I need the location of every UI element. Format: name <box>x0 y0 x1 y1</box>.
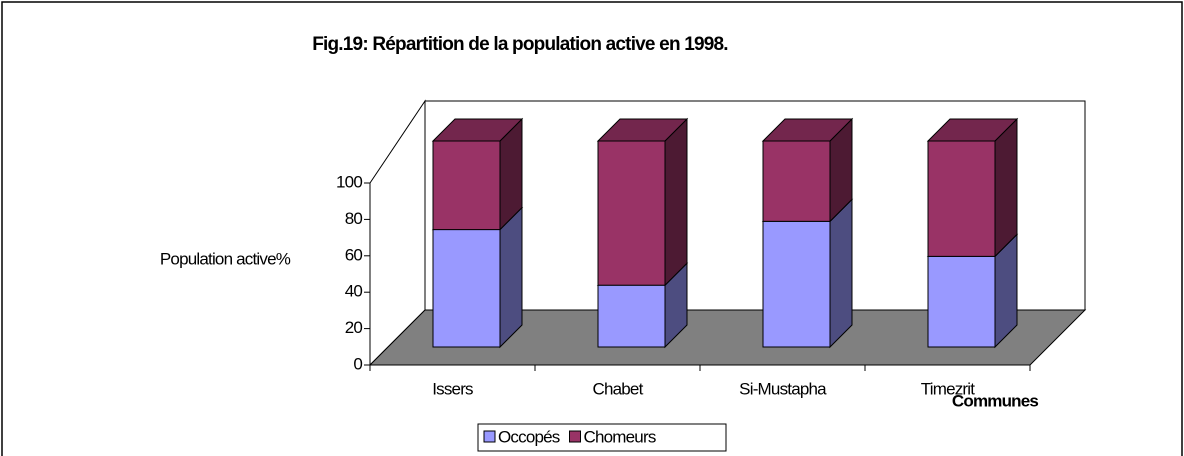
y-tick-label: 60 <box>345 245 363 264</box>
legend-swatch <box>483 430 496 443</box>
x-tick-label: Chabet <box>592 379 643 398</box>
x-tick-label: Timezrit <box>921 379 975 398</box>
bar-side <box>829 198 853 349</box>
legend-swatch <box>569 430 581 443</box>
y-tick-label: 80 <box>345 209 363 228</box>
legend-label: Chomeurs <box>584 427 656 446</box>
x-tick-label: Si-Mustapha <box>739 379 827 398</box>
bar-side <box>499 206 523 349</box>
y-axis-label: Population active% <box>160 249 291 268</box>
legend-label: Occopés <box>498 427 560 446</box>
legend-box <box>477 423 727 452</box>
bar-side <box>994 117 1018 258</box>
x-tick-label: Issers <box>432 379 473 398</box>
bar <box>762 220 831 348</box>
bar <box>597 140 666 286</box>
bar <box>432 140 501 231</box>
bar <box>597 284 666 348</box>
bar <box>927 140 996 257</box>
y-tick-label: 0 <box>353 354 362 373</box>
bar <box>432 229 501 348</box>
x-axis-label: Communes <box>952 391 1039 410</box>
y-tick-label: 40 <box>345 282 363 301</box>
y-tick-label: 20 <box>345 318 363 337</box>
chart-title: Fig.19: Répartition de la population act… <box>312 34 728 55</box>
y-tick-label: 100 <box>336 172 362 191</box>
bar <box>762 140 831 222</box>
bar-side <box>664 117 688 287</box>
bar <box>927 255 996 348</box>
